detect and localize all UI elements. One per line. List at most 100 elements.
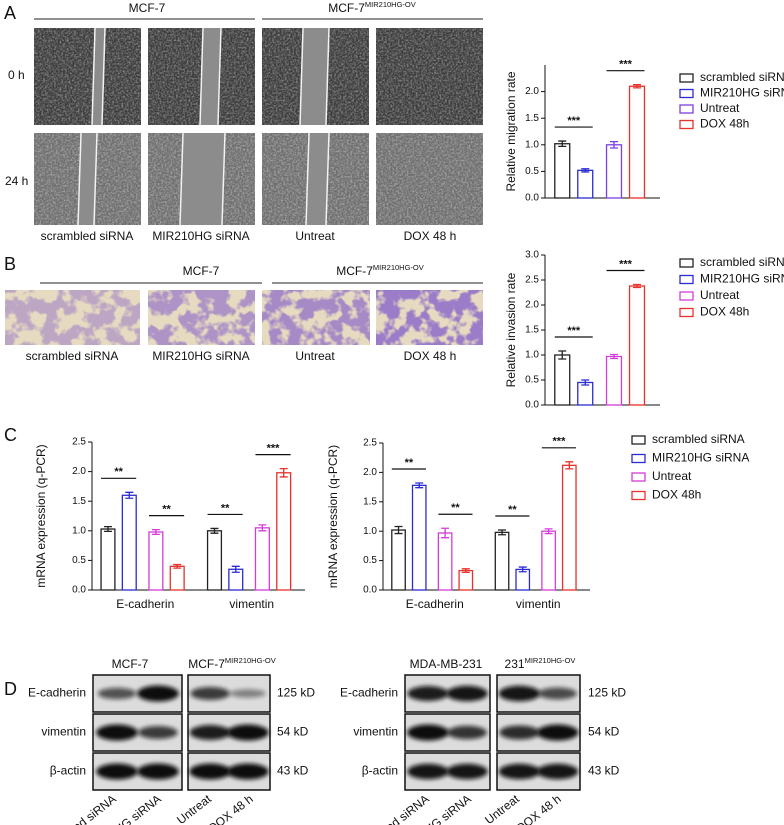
error-bar bbox=[103, 526, 112, 533]
group-header: MCF-7 bbox=[129, 1, 166, 15]
micrograph-texture bbox=[376, 28, 483, 125]
micrograph-texture bbox=[148, 290, 255, 345]
bar bbox=[577, 381, 594, 406]
cell-line: MCF-7 bbox=[112, 657, 149, 671]
header-superscript: MIR210HG-OV bbox=[365, 0, 416, 9]
legend-swatch bbox=[679, 73, 694, 83]
micrograph-texture bbox=[5, 290, 140, 345]
y-tick-label: 2.0 bbox=[363, 467, 377, 478]
lane-label: Untreat bbox=[482, 791, 522, 825]
legend-label: Untreat bbox=[652, 469, 692, 483]
error-bar bbox=[581, 379, 590, 386]
error-bar bbox=[125, 491, 134, 499]
y-tick-label: 1.5 bbox=[363, 496, 377, 507]
bar bbox=[577, 169, 594, 199]
bar bbox=[169, 565, 185, 591]
bar bbox=[148, 531, 164, 591]
significance-label: ** bbox=[451, 502, 460, 514]
protein-label: vimentin bbox=[41, 725, 86, 739]
bar bbox=[100, 528, 116, 591]
bar bbox=[206, 530, 223, 591]
legend-swatch bbox=[679, 258, 694, 268]
legend-label: MIR210HG siRNA bbox=[700, 86, 784, 100]
legend-label: MIR210HG siRNA bbox=[700, 272, 784, 286]
blot-band bbox=[226, 724, 269, 741]
blot-band bbox=[499, 725, 540, 740]
significance-label: *** bbox=[267, 443, 281, 455]
panel-label: D bbox=[4, 679, 17, 699]
cell-line: MDA-MB-231 bbox=[410, 657, 483, 671]
significance-label: ** bbox=[114, 466, 123, 478]
blot-band bbox=[189, 763, 232, 780]
y-tick-label: 1.0 bbox=[525, 350, 539, 361]
bar bbox=[605, 144, 623, 199]
wound-edge bbox=[217, 27, 222, 126]
error-bar bbox=[633, 84, 641, 89]
significance-label: ** bbox=[221, 502, 230, 514]
wound-edge bbox=[221, 132, 226, 226]
error-bar bbox=[558, 140, 567, 148]
size-label: 43 kD bbox=[588, 764, 620, 778]
error-bar bbox=[394, 525, 403, 535]
y-tick-label: 1.0 bbox=[363, 526, 377, 537]
error-bar bbox=[633, 283, 641, 289]
bar bbox=[541, 530, 556, 591]
blot-band bbox=[498, 763, 541, 780]
y-tick-label: 1.5 bbox=[72, 496, 86, 507]
wound-edge bbox=[325, 27, 330, 126]
y-tick-label: 1.0 bbox=[525, 139, 539, 150]
legend-swatch bbox=[631, 453, 646, 464]
blot-band bbox=[136, 763, 179, 780]
protein-label: E-cadherin bbox=[28, 686, 86, 700]
x-tick-label: E-cadherin bbox=[406, 597, 464, 611]
panel-label: A bbox=[4, 3, 16, 23]
cell-line-superscript: MIR210HG-OV bbox=[225, 656, 276, 665]
y-tick-label: 0.0 bbox=[525, 400, 539, 411]
significance-label: *** bbox=[567, 325, 581, 337]
blot-band bbox=[96, 763, 139, 780]
significance-label: *** bbox=[619, 59, 633, 71]
legend-label: scrambled siRNA bbox=[700, 255, 784, 269]
cell-line: MCF-7MIR210HG-OV bbox=[188, 656, 276, 671]
y-tick-label: 0.0 bbox=[363, 585, 377, 596]
blot-band bbox=[96, 724, 139, 741]
bar bbox=[554, 354, 571, 406]
blot-band bbox=[138, 726, 178, 739]
y-tick-label: 2.0 bbox=[525, 300, 539, 311]
blot-band bbox=[136, 685, 179, 702]
bar bbox=[276, 472, 292, 591]
bar bbox=[515, 568, 531, 591]
group-header: MCF-7MIR210HG-OV bbox=[328, 0, 416, 15]
protein-label: E-cadherin bbox=[340, 686, 398, 700]
error-bar bbox=[231, 565, 240, 573]
error-bar bbox=[565, 461, 574, 470]
error-bar bbox=[258, 524, 267, 532]
legend-label: DOX 48h bbox=[700, 117, 749, 131]
legend-swatch bbox=[679, 88, 694, 99]
size-label: 125 kD bbox=[588, 686, 626, 700]
wound-gap bbox=[92, 28, 105, 125]
error-bar bbox=[610, 140, 618, 149]
wound-edge bbox=[299, 27, 304, 126]
row-label: 24 h bbox=[5, 174, 28, 188]
wound-gap bbox=[300, 28, 329, 125]
significance-label: *** bbox=[567, 115, 581, 127]
protein-label: β-actin bbox=[50, 764, 86, 778]
y-tick-label: 2.5 bbox=[363, 438, 377, 449]
group-header: MCF-7MIR210HG-OV bbox=[336, 263, 424, 278]
blot-band bbox=[229, 689, 266, 698]
error-bar bbox=[498, 529, 507, 536]
significance-label: ** bbox=[405, 457, 414, 469]
header-text: MCF-7 bbox=[336, 264, 373, 278]
legend-label: scrambled siRNA bbox=[652, 432, 745, 446]
wound-edge bbox=[179, 132, 184, 226]
wound-edge bbox=[77, 132, 82, 226]
blot-band bbox=[538, 687, 577, 700]
wound-edge bbox=[325, 132, 330, 226]
panel-label: C bbox=[4, 425, 17, 445]
error-bar bbox=[210, 527, 219, 534]
legend-label: Untreat bbox=[700, 101, 740, 115]
cell-line-text: MCF-7 bbox=[188, 657, 225, 671]
bar bbox=[458, 569, 474, 591]
